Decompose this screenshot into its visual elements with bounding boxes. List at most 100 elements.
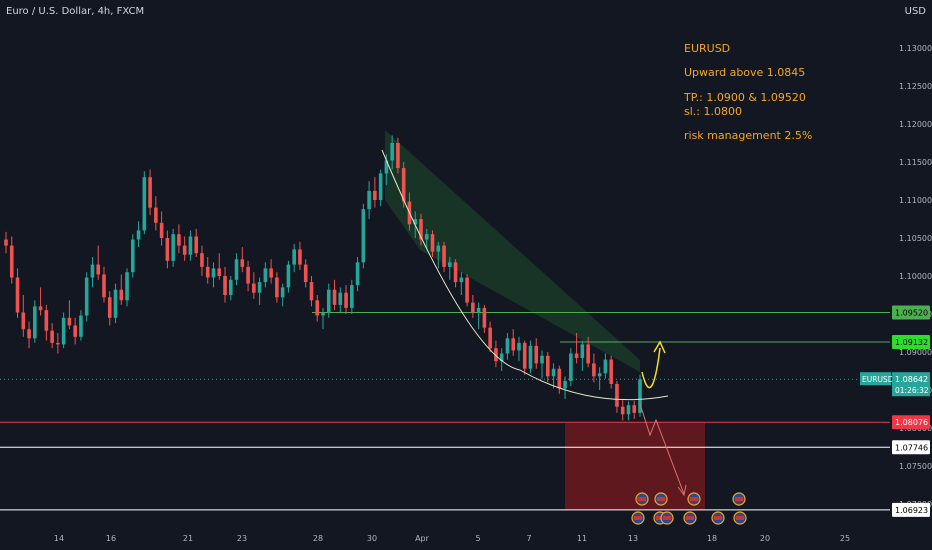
candle[interactable] [38, 287, 43, 316]
candle[interactable] [240, 247, 245, 273]
candle[interactable] [494, 340, 498, 368]
candle[interactable] [430, 230, 435, 257]
current-price-label[interactable]: 1.08642 [895, 375, 928, 384]
candle[interactable] [326, 283, 331, 318]
candle[interactable] [33, 300, 37, 343]
candle[interactable] [142, 171, 147, 235]
candle[interactable] [517, 336, 521, 362]
candle[interactable] [569, 348, 573, 387]
candle[interactable] [246, 260, 250, 292]
candle[interactable] [424, 228, 429, 250]
candle[interactable] [177, 224, 181, 254]
candle[interactable] [592, 353, 596, 383]
currency-label[interactable]: USD [904, 6, 926, 17]
candle[interactable] [125, 268, 129, 307]
candle[interactable] [522, 340, 527, 375]
candle[interactable] [27, 321, 31, 349]
candle[interactable] [200, 245, 204, 276]
candle[interactable] [332, 279, 337, 311]
candle[interactable] [154, 196, 158, 231]
candle[interactable] [79, 310, 83, 341]
candle[interactable] [361, 203, 366, 269]
candle[interactable] [580, 340, 585, 371]
candle[interactable] [4, 231, 8, 254]
candle[interactable] [211, 262, 216, 288]
candle[interactable] [148, 169, 152, 216]
candle[interactable] [61, 312, 66, 349]
candle[interactable] [557, 365, 562, 394]
candle[interactable] [586, 336, 590, 368]
candle[interactable] [615, 380, 619, 413]
target-low-price-label[interactable]: 1.06923 [895, 506, 928, 515]
candle[interactable] [21, 295, 26, 337]
candle[interactable] [488, 321, 492, 352]
candle[interactable] [50, 323, 54, 349]
candle[interactable] [303, 259, 308, 288]
candle[interactable] [234, 253, 239, 286]
candle[interactable] [73, 317, 77, 345]
candle[interactable] [136, 221, 141, 248]
candle[interactable] [574, 333, 579, 364]
candle[interactable] [545, 352, 550, 383]
candle[interactable] [188, 230, 193, 261]
candle[interactable] [459, 272, 464, 295]
candle[interactable] [453, 259, 458, 288]
candle[interactable] [194, 228, 198, 257]
candle[interactable] [609, 355, 613, 389]
candle[interactable] [540, 350, 544, 379]
candle[interactable] [396, 137, 400, 174]
candle[interactable] [119, 274, 124, 305]
candle[interactable] [436, 241, 441, 269]
candle[interactable] [223, 266, 227, 303]
candle[interactable] [182, 236, 187, 261]
candle[interactable] [442, 241, 446, 273]
candle[interactable] [499, 348, 504, 371]
tp1-price-label[interactable]: 1.09132 [895, 338, 928, 347]
candle[interactable] [355, 257, 360, 292]
candle[interactable] [228, 276, 233, 301]
candle[interactable] [309, 276, 314, 307]
candle[interactable] [338, 287, 343, 313]
candle[interactable] [275, 272, 279, 303]
candle[interactable] [217, 253, 222, 280]
candle[interactable] [263, 262, 268, 288]
candle[interactable] [373, 177, 377, 208]
candle[interactable] [448, 257, 452, 280]
candle[interactable] [511, 329, 515, 356]
candle[interactable] [350, 279, 354, 314]
candle[interactable] [56, 333, 60, 354]
candle[interactable] [315, 295, 320, 322]
candle[interactable] [113, 283, 118, 324]
candle[interactable] [280, 283, 285, 307]
candle[interactable] [171, 228, 175, 267]
candle[interactable] [165, 230, 170, 269]
candle[interactable] [620, 399, 625, 421]
candle[interactable] [252, 272, 256, 299]
tp2-price-label[interactable]: 1.09520 [895, 308, 928, 317]
symbol-title[interactable]: Euro / U.S. Dollar, 4h, FXCM [6, 6, 145, 17]
candle[interactable] [96, 245, 101, 280]
candle[interactable] [597, 367, 602, 390]
candle[interactable] [563, 376, 567, 400]
trend-curve[interactable] [381, 149, 669, 401]
candle[interactable] [269, 259, 273, 284]
candle[interactable] [471, 295, 475, 318]
support-price-label[interactable]: 1.07746 [895, 443, 928, 452]
candle[interactable] [67, 300, 72, 330]
candle[interactable] [505, 333, 510, 360]
candle[interactable] [84, 272, 89, 322]
candle[interactable] [292, 244, 296, 273]
candle[interactable] [534, 338, 539, 369]
candle[interactable] [603, 353, 608, 379]
candle[interactable] [298, 241, 302, 270]
symbol-badge[interactable]: EURUSD [862, 375, 894, 384]
candle[interactable] [419, 213, 423, 246]
candle[interactable] [321, 307, 325, 330]
candle[interactable] [107, 291, 112, 326]
candle[interactable] [632, 400, 637, 419]
candle[interactable] [465, 274, 469, 307]
candle[interactable] [482, 304, 487, 333]
candle[interactable] [390, 135, 394, 170]
candle[interactable] [131, 234, 135, 278]
